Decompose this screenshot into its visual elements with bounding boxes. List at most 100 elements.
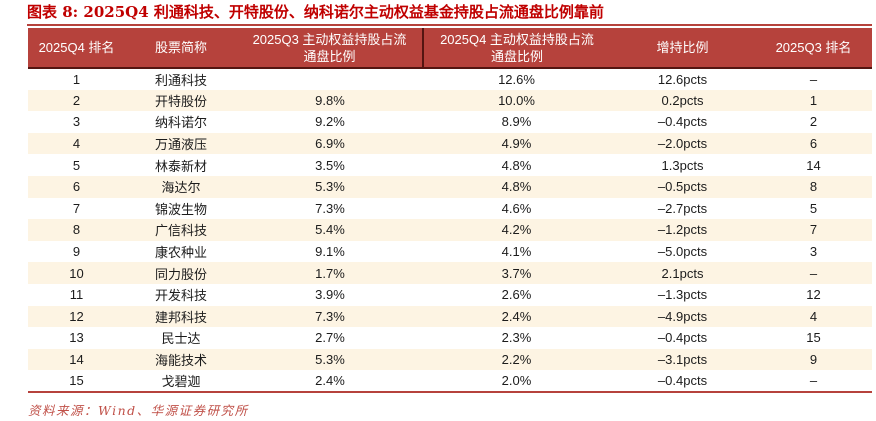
table-row: 7 锦波生物 7.3% 4.6% –2.7pcts 5 — [28, 198, 872, 220]
holdings-table: 2025Q4 排名 股票简称 2025Q3 主动权益持股占流 通盘比例 2025… — [28, 28, 872, 393]
cell-change: –0.4pcts — [610, 370, 755, 393]
cell-q3-holding: 9.1% — [315, 244, 345, 260]
table-row: 12 建邦科技 7.3% 2.4% –4.9pcts 4 — [28, 305, 872, 328]
cell-q3-rank: – — [755, 262, 872, 284]
table-row: 1 利通科技 12.6% 12.6pcts – — [28, 68, 872, 90]
table-row: 10 同力股份 1.7% 3.7% 2.1pcts – — [28, 262, 872, 284]
cell-q4-holding: 2.3% — [501, 330, 532, 346]
table-row: 2 开特股份 9.8% 10.0% 0.2pcts 1 — [28, 89, 872, 112]
cell-q4-holding: 4.8% — [501, 157, 532, 173]
cell-q4-holding: 4.1% — [501, 244, 532, 260]
cell-stock-name: 广信科技 — [125, 219, 237, 241]
col-header-2025q3-rank: 2025Q3 排名 — [755, 28, 872, 69]
cell-stock-name: 康农种业 — [154, 245, 207, 261]
cell-stock-name: 开特股份 — [125, 89, 237, 112]
cell-q4-rank: 8 — [28, 219, 125, 241]
cell-q3-holding: 7.3% — [315, 200, 345, 216]
table-row: 5 林泰新材 3.5% 4.8% 1.3pcts 14 — [28, 154, 872, 176]
cell-change: 1.3pcts — [661, 157, 704, 173]
table-row: 6 海达尔 5.3% 4.8% –0.5pcts 8 — [28, 175, 872, 198]
cell-q4-rank: 9 — [72, 244, 81, 260]
cell-q3-rank: 6 — [755, 132, 872, 155]
cell-q4-rank: 12 — [28, 305, 125, 328]
cell-q4-holding: 4.2% — [423, 219, 610, 241]
cell-q4-holding: 2.4% — [423, 305, 610, 328]
cell-stock-name: 纳科诺尔 — [154, 115, 207, 131]
cell-q3-rank: 3 — [809, 244, 818, 260]
cell-q4-rank: 11 — [69, 287, 84, 303]
cell-change: –0.4pcts — [657, 330, 708, 346]
cell-stock-name: 同力股份 — [125, 262, 237, 284]
cell-stock-name: 锦波生物 — [154, 201, 207, 217]
cell-change: 0.2pcts — [610, 89, 755, 112]
cell-q3-rank: 15 — [806, 330, 821, 346]
cell-q3-rank: – — [809, 71, 818, 87]
table-row: 14 海能技术 5.3% 2.2% –3.1pcts 9 — [28, 348, 872, 371]
cell-q3-rank: 4 — [755, 305, 872, 328]
cell-q3-rank: 8 — [755, 175, 872, 198]
cell-q4-rank: 2 — [28, 89, 125, 112]
table-row: 8 广信科技 5.4% 4.2% –1.2pcts 7 — [28, 219, 872, 241]
cell-q4-holding: 2.0% — [423, 370, 610, 393]
col-header-stock-name: 股票简称 — [125, 28, 237, 69]
cell-q4-rank: 13 — [69, 330, 84, 346]
cell-q4-holding: 3.7% — [423, 262, 610, 284]
col-header-2025q4-rank: 2025Q4 排名 — [28, 28, 125, 69]
cell-q3-rank: 7 — [755, 219, 872, 241]
figure-title: 图表 8: 2025Q4 利通科技、开特股份、纳科诺尔主动权益基金持股占流通盘比… — [27, 3, 872, 26]
cell-q3-rank: 2 — [809, 114, 818, 130]
cell-q3-rank: 9 — [755, 348, 872, 371]
cell-q3-holding: 3.9% — [315, 287, 345, 303]
cell-change: 12.6pcts — [657, 71, 708, 87]
cell-q4-holding: 2.6% — [501, 287, 532, 303]
cell-stock-name: 海达尔 — [125, 175, 237, 198]
cell-q4-holding: 12.6% — [498, 71, 535, 87]
cell-q4-rank: 1 — [72, 71, 81, 87]
cell-q4-holding: 2.2% — [423, 348, 610, 371]
cell-q3-rank: 12 — [806, 287, 821, 303]
cell-q4-holding: 4.9% — [423, 132, 610, 155]
cell-change: –0.5pcts — [610, 175, 755, 198]
cell-change: –2.7pcts — [657, 200, 708, 216]
cell-change: –1.2pcts — [610, 219, 755, 241]
cell-q4-rank: 10 — [28, 262, 125, 284]
cell-q3-holding: 3.5% — [315, 157, 345, 173]
table-body: 1 利通科技 12.6% 12.6pcts –2 开特股份 9.8% 10.0% 0.2pcts… — [28, 68, 872, 393]
cell-change: –3.1pcts — [610, 348, 755, 371]
cell-q3-holding: 6.9% — [237, 132, 423, 155]
cell-q3-holding: 7.3% — [237, 305, 423, 328]
cell-q3-holding: 9.2% — [315, 114, 345, 130]
table-row: 9 康农种业 9.1% 4.1% –5.0pcts 3 — [28, 241, 872, 263]
cell-q3-holding — [237, 68, 423, 90]
table-header-row: 2025Q4 排名 股票简称 2025Q3 主动权益持股占流 通盘比例 2025… — [28, 28, 872, 69]
cell-q4-rank: 5 — [72, 157, 81, 173]
cell-q4-rank: 6 — [28, 175, 125, 198]
table-row: 3 纳科诺尔 9.2% 8.9% –0.4pcts 2 — [28, 111, 872, 133]
cell-q4-rank: 4 — [28, 132, 125, 155]
cell-stock-name: 开发科技 — [154, 288, 207, 304]
cell-q3-holding: 5.4% — [237, 219, 423, 241]
cell-change: –2.0pcts — [610, 132, 755, 155]
cell-q3-rank: 1 — [755, 89, 872, 112]
cell-change: –4.9pcts — [610, 305, 755, 328]
cell-q3-holding: 2.4% — [237, 370, 423, 393]
table-row: 15 戈碧迦 2.4% 2.0% –0.4pcts – — [28, 370, 872, 393]
col-header-change: 增持比例 — [610, 28, 755, 69]
cell-q4-holding: 8.9% — [501, 114, 532, 130]
cell-q4-rank: 14 — [28, 348, 125, 371]
cell-q3-holding: 9.8% — [237, 89, 423, 112]
table-row: 11 开发科技 3.9% 2.6% –1.3pcts 12 — [28, 284, 872, 306]
cell-q3-rank: 14 — [806, 157, 821, 173]
cell-stock-name: 戈碧迦 — [125, 370, 237, 393]
cell-q4-rank: 7 — [72, 200, 81, 216]
cell-q3-holding: 5.3% — [237, 348, 423, 371]
cell-stock-name: 海能技术 — [125, 348, 237, 371]
cell-change: –5.0pcts — [657, 244, 708, 260]
cell-q3-holding: 2.7% — [315, 330, 345, 346]
cell-q4-rank: 15 — [28, 370, 125, 393]
cell-stock-name: 民士达 — [161, 331, 201, 347]
cell-q3-rank: 5 — [809, 200, 818, 216]
table-row: 4 万通液压 6.9% 4.9% –2.0pcts 6 — [28, 132, 872, 155]
cell-q3-holding: 5.3% — [237, 175, 423, 198]
